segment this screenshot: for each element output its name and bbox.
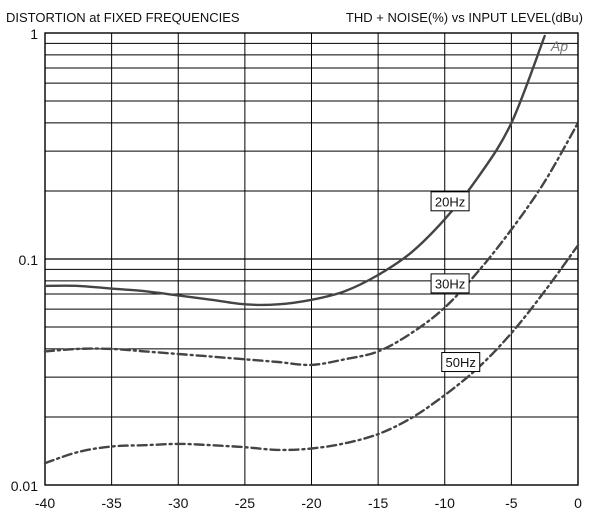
curve-labels-layer: 20Hz 30Hz 50Hz bbox=[430, 191, 481, 373]
curve-label-box bbox=[430, 191, 470, 212]
ap-watermark: Ap bbox=[550, 38, 568, 54]
y-tick-label: 0.1 bbox=[19, 252, 39, 268]
x-tick-label: -10 bbox=[435, 495, 455, 511]
x-tick-label: -25 bbox=[235, 495, 255, 511]
series-line-30hz bbox=[43, 121, 580, 367]
x-tick-label: -5 bbox=[505, 495, 518, 511]
x-tick-label: -40 bbox=[35, 495, 55, 511]
x-tick-label: -15 bbox=[368, 495, 388, 511]
chart-grid bbox=[45, 33, 578, 485]
curve-label-20hz: 20Hz bbox=[435, 194, 465, 209]
curve-label-30hz: 30Hz bbox=[435, 276, 465, 291]
series-line-50hz bbox=[43, 244, 580, 465]
x-tick-label: -20 bbox=[301, 495, 321, 511]
x-tick-label: 0 bbox=[574, 495, 582, 511]
x-tick-label: -35 bbox=[102, 495, 122, 511]
series-line-20hz bbox=[43, 34, 546, 307]
y-tick-label: 0.01 bbox=[11, 478, 38, 494]
curve-label-box bbox=[430, 273, 470, 294]
curve-label-box bbox=[441, 352, 481, 373]
plot-frame bbox=[44, 32, 579, 486]
x-tick-label: -30 bbox=[168, 495, 188, 511]
y-tick-label: 1 bbox=[30, 26, 38, 42]
curve-label-50hz: 50Hz bbox=[446, 355, 476, 370]
chart-title-right: THD + NOISE(%) vs INPUT LEVEL(dBu) bbox=[346, 10, 583, 25]
tick-labels-layer: -40 -35 -30 -25 -20 -15 -10 -5 0 1 0.1 0.01 bbox=[11, 26, 582, 511]
series-layer bbox=[43, 34, 580, 465]
chart-title-left: DISTORTION at FIXED FREQUENCIES bbox=[6, 10, 240, 25]
